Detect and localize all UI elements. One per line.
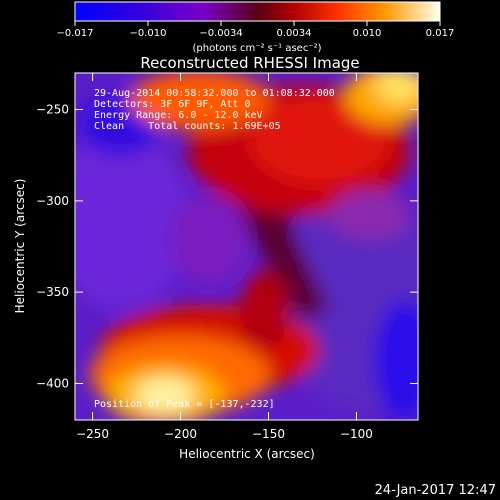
region-red-upper-core <box>250 95 390 185</box>
plot-title: Reconstructed RHESSI Image <box>140 54 359 72</box>
y-tick-label: −400 <box>36 376 69 390</box>
annotation-clean-counts: Clean Total counts: 1.69E+05 <box>94 121 281 132</box>
annotation-block: 29-Aug-2014 00:58:32.000 to 01:08:32.000… <box>94 88 335 410</box>
colorbar-unit-label: (photons cm⁻² s⁻¹ asec⁻²) <box>192 43 321 54</box>
x-axis: −250 −200 −150 −100 <box>76 73 373 441</box>
y-tick-label: −250 <box>36 103 69 117</box>
colorbar-tick-label: 0.010 <box>353 28 382 39</box>
x-tick-label: −250 <box>76 427 109 441</box>
colorbar-strip <box>74 1 441 22</box>
annotation-energy-range: Energy Range: 6.0 - 12.0 keV <box>94 110 263 121</box>
colorbar-ticks: −0.017 −0.010 −0.0034 0.0034 0.010 0.017 <box>56 21 454 39</box>
y-axis-label: Heliocentric Y (arcsec) <box>13 179 27 314</box>
region-purple-mid <box>170 195 250 285</box>
intensity-map <box>75 73 418 420</box>
plot-frame <box>74 72 419 421</box>
region-red-lower-right <box>240 270 290 350</box>
region-blue-right <box>375 300 418 420</box>
region-yellow-upper-right-core <box>375 73 418 103</box>
y-axis: −250 −300 −350 −400 <box>36 103 418 390</box>
annotation-time-range: 29-Aug-2014 00:58:32.000 to 01:08:32.000 <box>94 88 335 99</box>
region-orange-upper-left <box>130 73 270 130</box>
image-panel <box>75 73 418 420</box>
y-tick-label: −300 <box>36 194 69 208</box>
colorbar-tick-label: 0.017 <box>426 28 455 39</box>
x-tick-label: −100 <box>340 427 373 441</box>
colorbar-tick-label: −0.0034 <box>199 28 242 39</box>
region-white-lower <box>135 377 195 413</box>
footer-timestamp: 24-Jan-2017 12:47 <box>375 483 496 498</box>
region-purple-upper <box>330 190 410 240</box>
annotation-detectors: Detectors: 3F 6F 9F, Att 0 <box>94 99 251 110</box>
colorbar-tick-label: −0.010 <box>129 28 166 39</box>
region-violet-left <box>75 130 190 310</box>
x-tick-label: −200 <box>164 427 197 441</box>
colorbar-tick-label: 0.0034 <box>277 28 312 39</box>
colorbar-tick-label: −0.017 <box>56 28 93 39</box>
y-tick-label: −350 <box>36 285 69 299</box>
x-axis-label: Heliocentric X (arcsec) <box>179 447 315 461</box>
x-tick-label: −150 <box>252 427 285 441</box>
colorbar: −0.017 −0.010 −0.0034 0.0034 0.010 0.017 (pho… <box>56 1 454 54</box>
annotation-peak-position: Position of Peak = [-137,-232] <box>94 399 275 410</box>
